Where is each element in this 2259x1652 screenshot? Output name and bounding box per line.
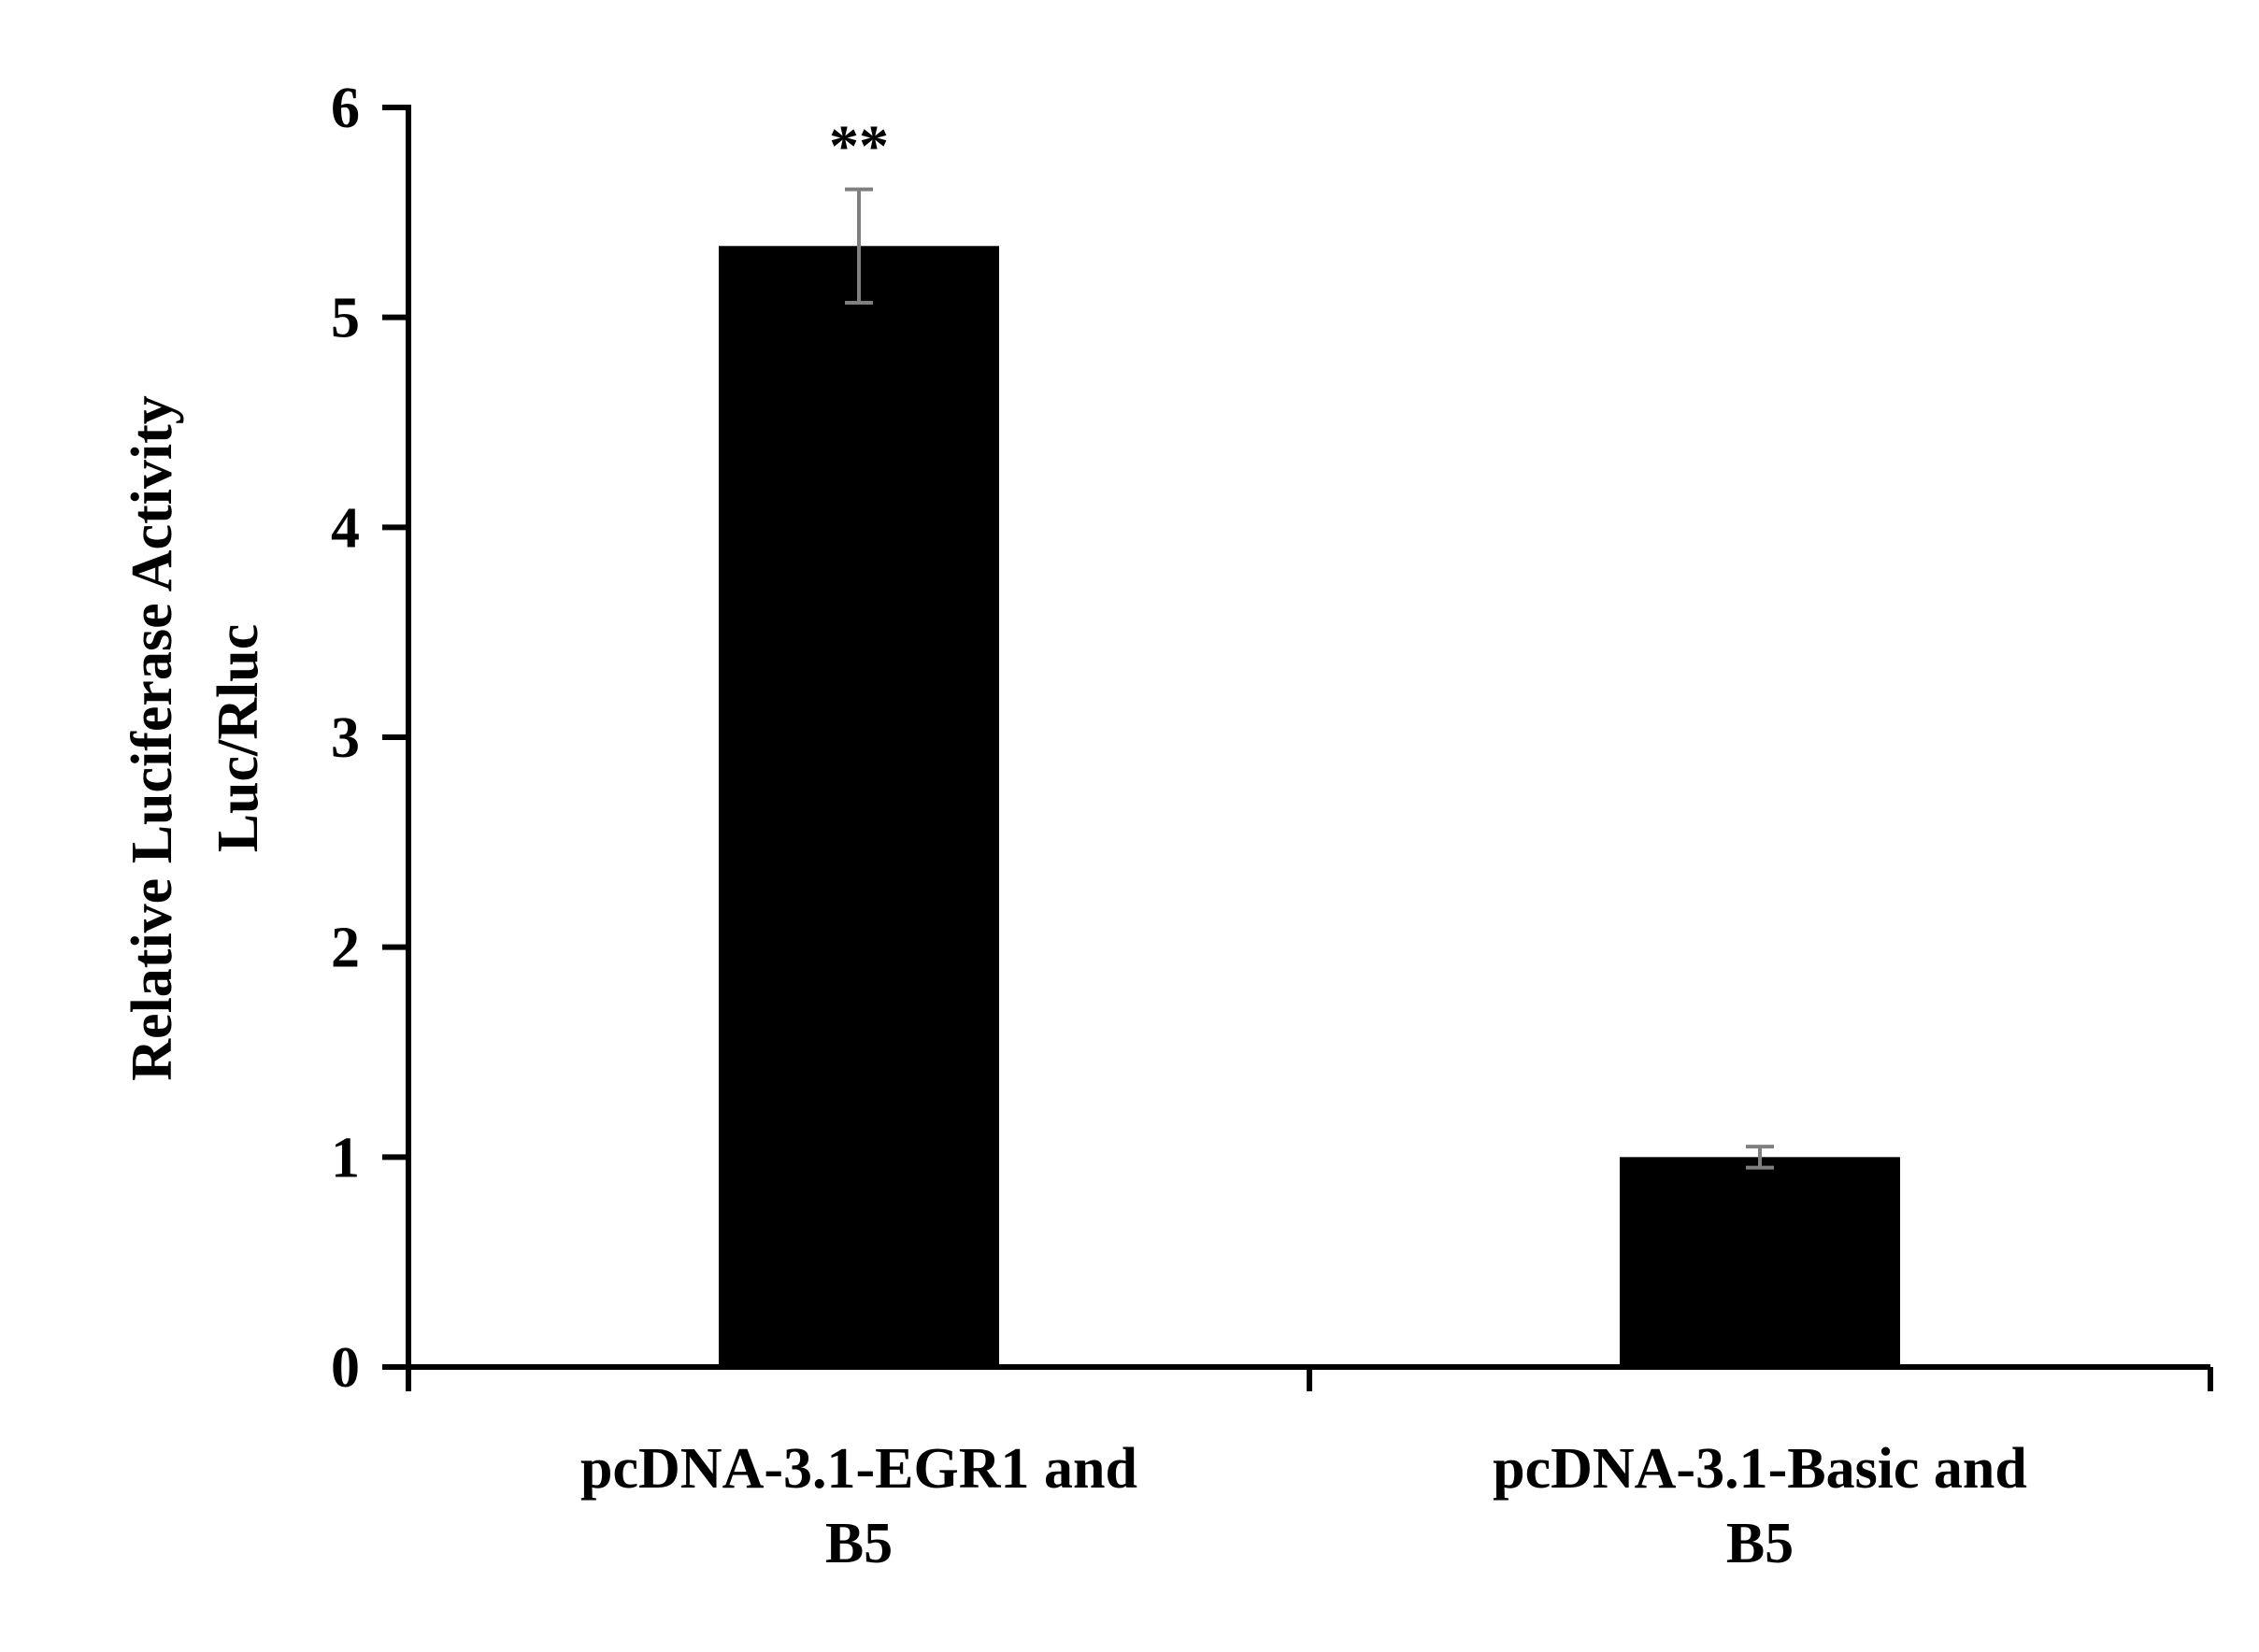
y-axis-ticks: 0 1 2 3 4 5 6 <box>331 77 408 1400</box>
y-axis-title-line-2: Luc/Rluc <box>207 624 270 853</box>
y-tick-label-0: 0 <box>331 1336 360 1400</box>
axes <box>382 105 2213 1391</box>
x-category-label-1-line-2: B5 <box>825 1512 893 1575</box>
y-tick-label-1: 1 <box>331 1126 360 1189</box>
y-tick-label-4: 4 <box>331 496 360 560</box>
y-tick-label-5: 5 <box>331 287 360 350</box>
bars: ** <box>719 113 1900 1367</box>
y-tick-label-3: 3 <box>331 706 360 770</box>
bar-2 <box>1620 1157 1900 1367</box>
y-axis-title-line-1: Relative Luciferase Activity <box>121 395 184 1080</box>
y-axis-title: Relative Luciferase Activity Luc/Rluc <box>121 395 270 1080</box>
y-tick-label-2: 2 <box>331 917 360 980</box>
x-category-label-1-line-1: pcDNA-3.1-EGR1 and <box>580 1437 1137 1501</box>
bar-1 <box>719 246 999 1367</box>
x-category-label-2-line-1: pcDNA-3.1-Basic and <box>1493 1437 2027 1501</box>
significance-annotation-1: ** <box>829 113 889 179</box>
y-tick-label-6: 6 <box>331 77 360 140</box>
x-category-label-2-line-2: B5 <box>1726 1512 1794 1575</box>
x-axis-labels: pcDNA-3.1-EGR1 and B5 pcDNA-3.1-Basic and B… <box>580 1437 2027 1575</box>
